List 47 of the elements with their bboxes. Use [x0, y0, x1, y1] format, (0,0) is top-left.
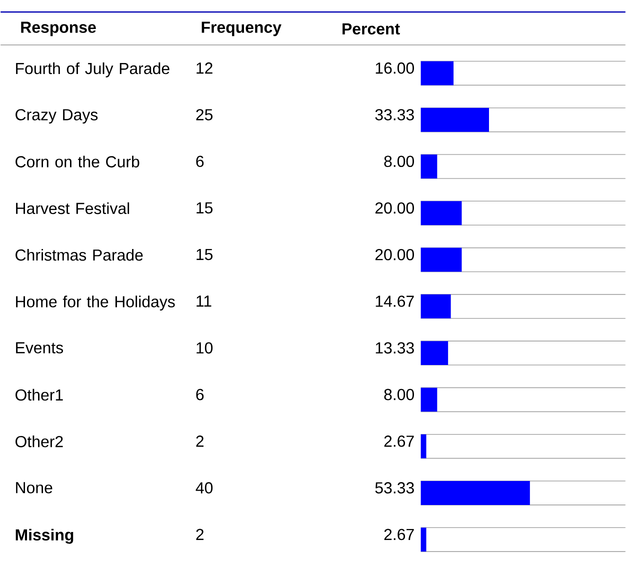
- bar: [420, 154, 438, 179]
- text: 12: [196, 62, 212, 74]
- bar: [420, 434, 426, 458]
- data-label: 20.00: [375, 202, 414, 214]
- y-tick-label: Missing: [16, 528, 74, 544]
- text: 6: [196, 156, 204, 168]
- y-tick-label: Events: [16, 342, 64, 354]
- y-tick-label: Other1: [16, 388, 63, 401]
- text: 2: [196, 528, 204, 540]
- y-tick-label: Crazy Days: [16, 109, 98, 124]
- bar: [420, 108, 489, 132]
- y-tick-label: Harvest Festival: [16, 202, 130, 214]
- text: Frequency: [202, 22, 282, 36]
- text: 25: [196, 109, 213, 120]
- y-tick-label: None: [16, 482, 52, 494]
- data-label: 8.00: [384, 156, 414, 168]
- y-tick-label: Home for the Holidays: [16, 296, 175, 311]
- text: 40: [196, 482, 213, 494]
- data-label: 2.67: [384, 436, 414, 447]
- text: 11: [196, 296, 212, 307]
- bar: [420, 528, 426, 552]
- y-tick-label: Fourth of July Parade: [16, 62, 170, 78]
- bar: [420, 481, 530, 505]
- data-label: 13.33: [376, 342, 414, 354]
- text: 10: [196, 342, 213, 354]
- bar: [420, 248, 462, 272]
- data-label: 33.33: [375, 109, 414, 120]
- bar: [420, 61, 454, 86]
- text: 15: [196, 249, 213, 260]
- text: 2: [196, 436, 204, 447]
- text: 15: [196, 202, 213, 214]
- x-axis-title: Percent: [342, 23, 400, 35]
- data-label: 8.00: [384, 388, 414, 400]
- data-label: 53.33: [375, 482, 414, 494]
- data-label: 20.00: [375, 249, 414, 260]
- y-tick-label: Other2: [16, 436, 63, 448]
- text: 6: [196, 388, 204, 400]
- y-tick-label: Corn on the Curb: [16, 156, 140, 168]
- bar: [420, 201, 462, 226]
- bar: [420, 341, 448, 366]
- y-axis-title: Response: [21, 22, 96, 36]
- bar: [420, 388, 438, 412]
- bar: [420, 294, 451, 318]
- data-label: 14.67: [376, 296, 414, 307]
- data-label: 2.67: [384, 528, 414, 540]
- y-tick-label: Christmas Parade: [16, 249, 143, 261]
- data-label: 16.00: [376, 62, 414, 74]
